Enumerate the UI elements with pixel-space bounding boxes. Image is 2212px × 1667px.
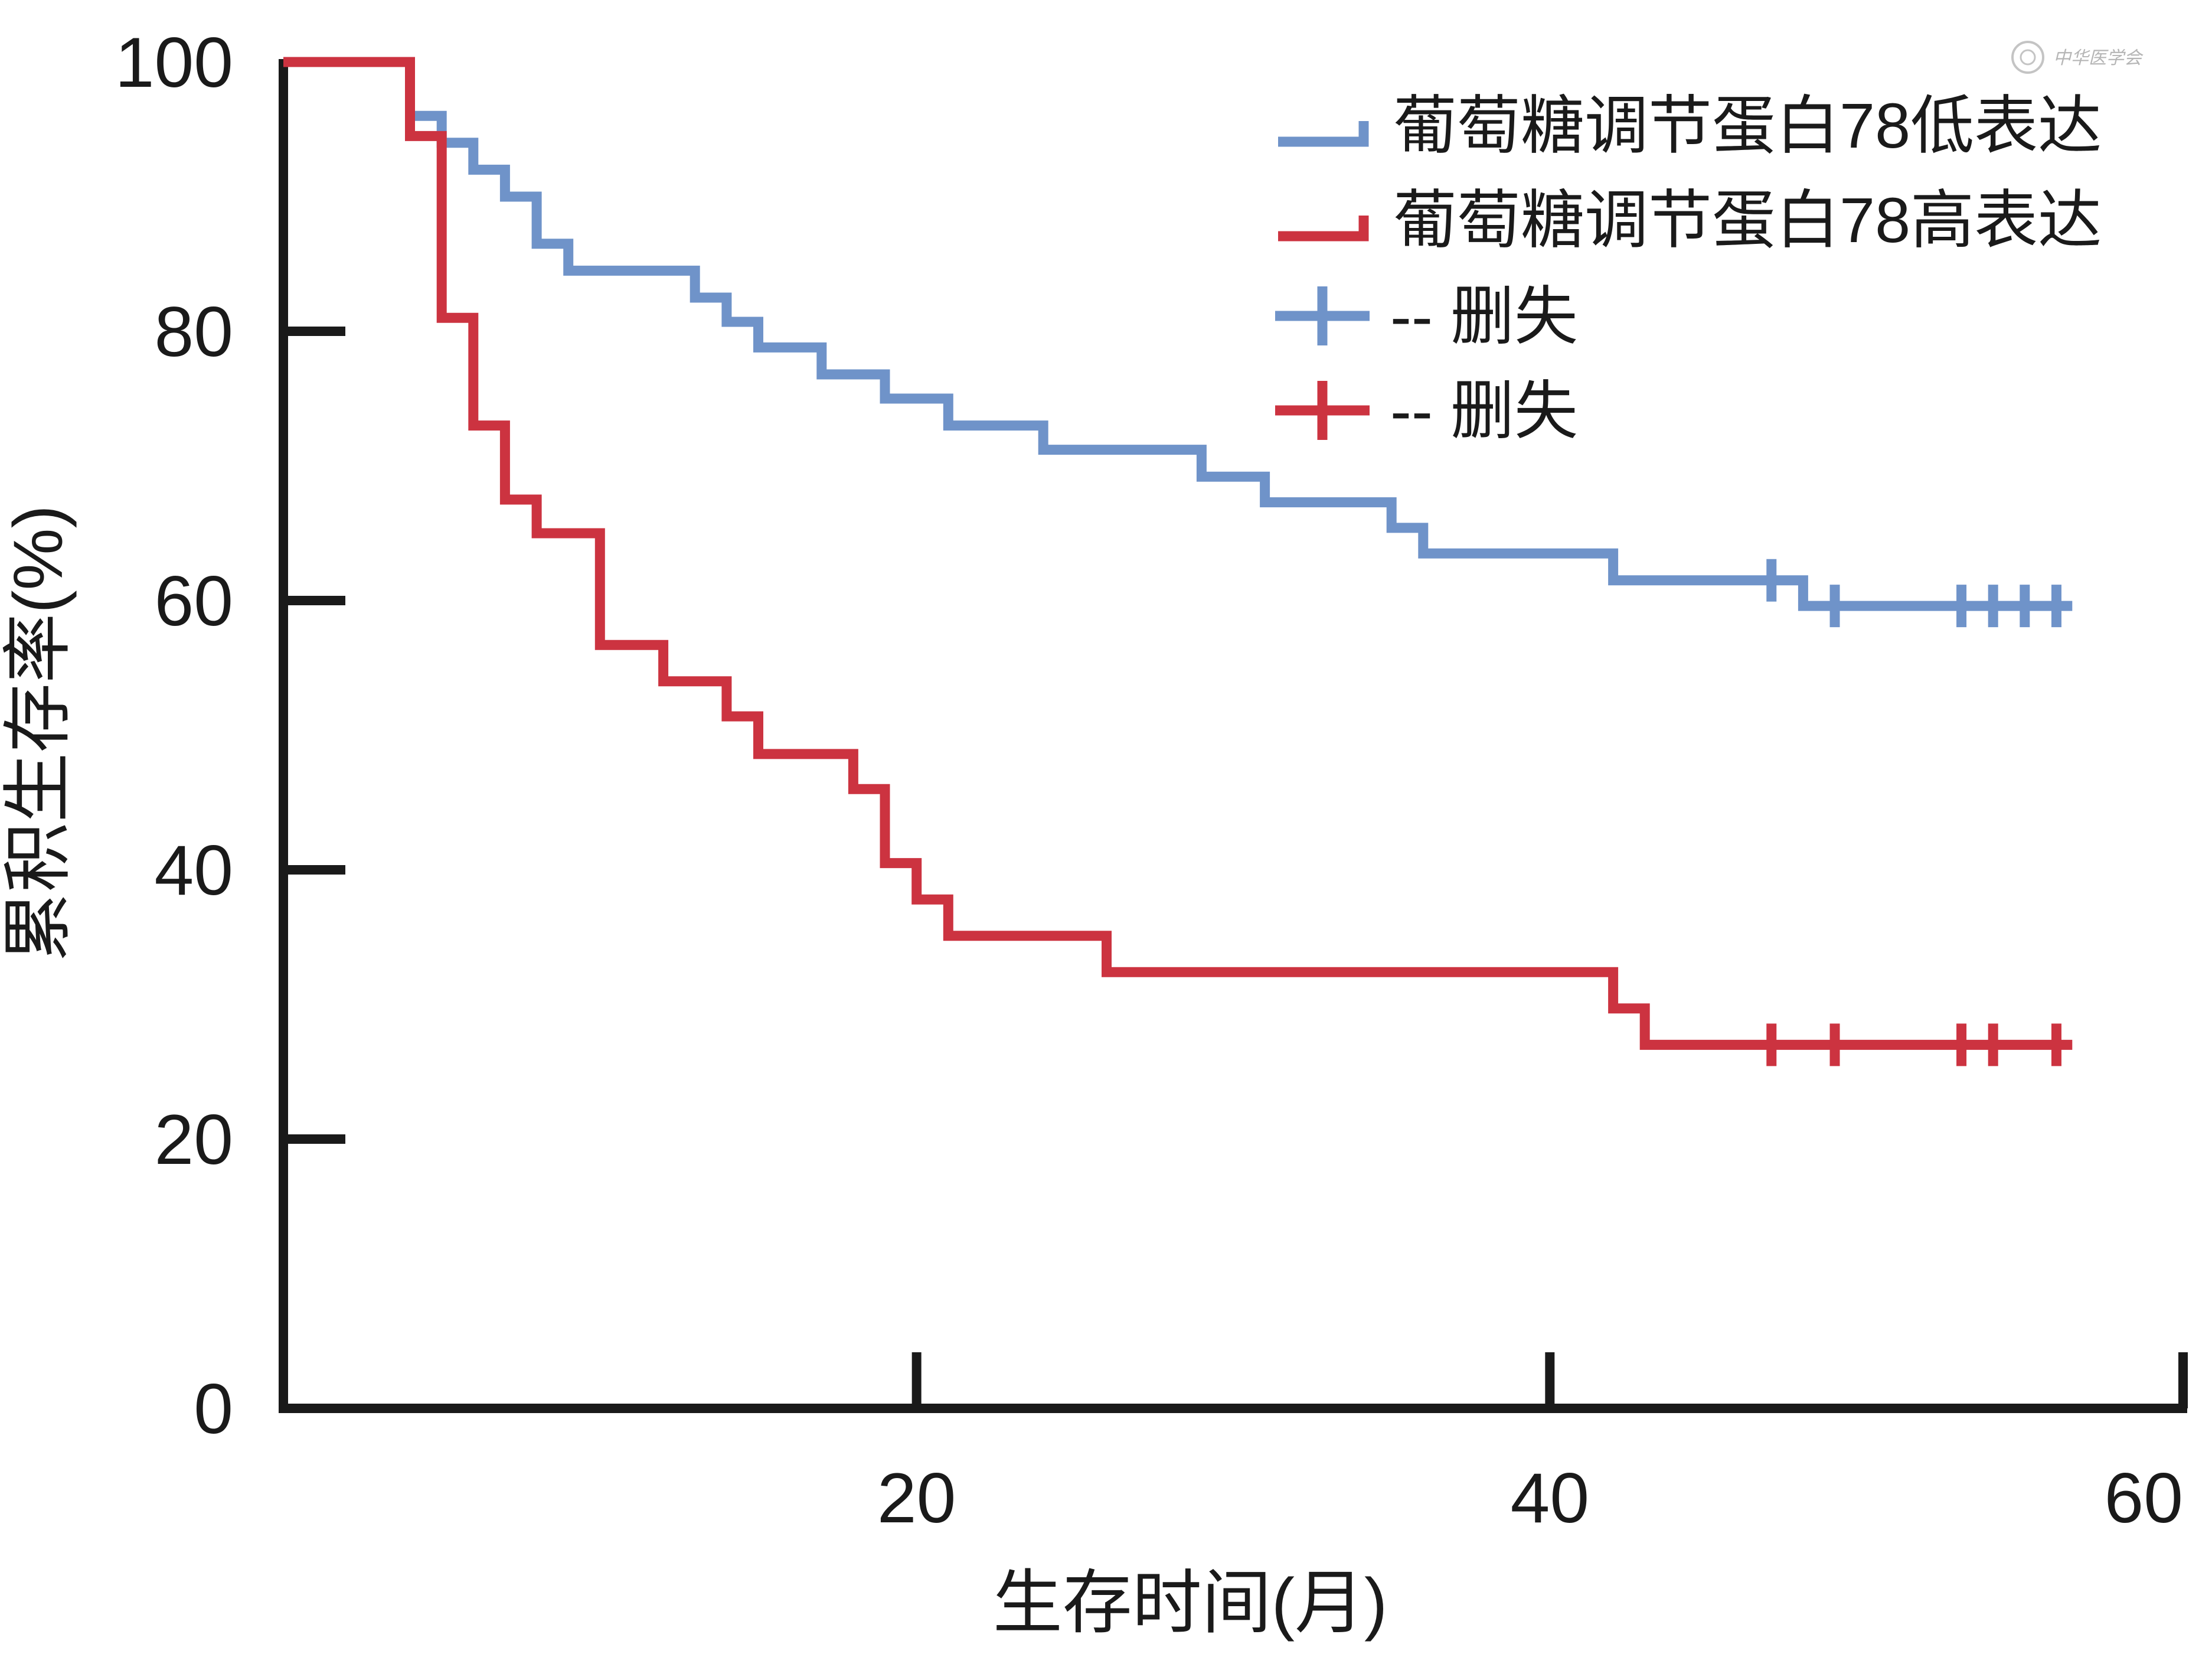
y-tick-label-100: 100: [115, 23, 233, 102]
legend-label-censored-low: -- 删失: [1390, 280, 1578, 352]
x-axis-title: 生存时间(月): [993, 1564, 1388, 1642]
x-tick-label-60: 60: [2105, 1459, 2183, 1538]
axes: [279, 59, 2187, 1413]
legend-plus-marker-high: [1275, 381, 1370, 440]
legend-item-censored-high: -- 删失: [1275, 375, 1578, 446]
legend-label-high: 葡萄糖调节蛋白78高表达: [1393, 184, 2102, 256]
legend-item-low-expression: 葡萄糖调节蛋白78低表达: [1278, 90, 2102, 161]
y-tick-label-40: 40: [155, 831, 233, 910]
y-tick-label-0: 0: [194, 1369, 233, 1449]
km-curve-series-1: [283, 57, 2073, 1050]
watermark-logo: 中华医学会: [2011, 41, 2144, 74]
svg-text:中华医学会: 中华医学会: [2053, 48, 2144, 68]
legend-item-censored-low: -- 删失: [1275, 280, 1578, 352]
legend-plus-marker-low: [1275, 286, 1370, 345]
x-tick-label-40: 40: [1511, 1459, 1589, 1538]
legend-step-marker-high: [1278, 216, 1369, 242]
y-axis-title: 累积生存率(%): [0, 505, 77, 962]
legend: 葡萄糖调节蛋白78低表达 葡萄糖调节蛋白78高表达 -- 删失 -- 删失: [1275, 90, 2102, 446]
x-tick-label-20: 20: [877, 1459, 956, 1538]
km-curve-series-0: [283, 57, 2073, 611]
x-ticks: 20 40 60: [877, 1352, 2188, 1538]
legend-step-marker-low: [1278, 121, 1369, 147]
y-tick-label-80: 80: [155, 292, 233, 371]
series-layer: [283, 57, 2073, 1066]
legend-label-censored-high: -- 删失: [1390, 375, 1578, 446]
y-ticks: 0 20 40 60 80 100: [115, 23, 345, 1449]
legend-label-low: 葡萄糖调节蛋白78低表达: [1393, 90, 2102, 161]
legend-item-high-expression: 葡萄糖调节蛋白78高表达: [1278, 184, 2102, 256]
y-tick-label-20: 20: [155, 1100, 233, 1179]
y-tick-label-60: 60: [155, 562, 233, 641]
